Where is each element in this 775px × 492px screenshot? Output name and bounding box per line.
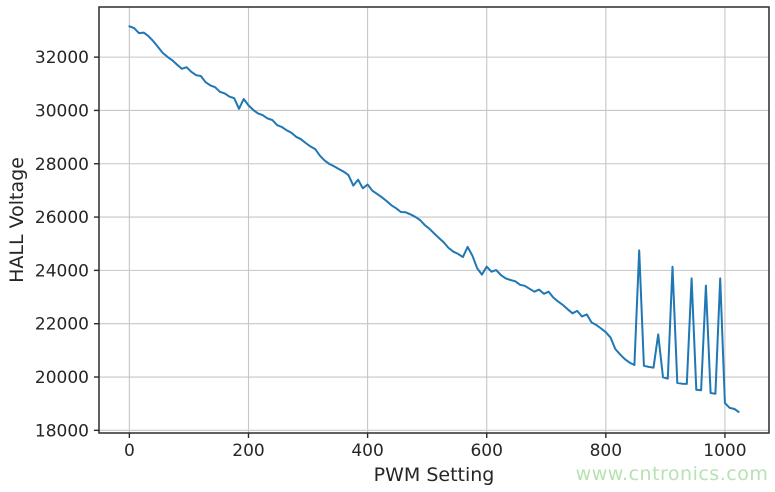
y-tick-label: 18000 [35,421,89,441]
y-tick-label: 22000 [35,315,89,335]
x-tick-label: 1000 [703,441,746,461]
y-tick-label: 20000 [35,368,89,388]
data-line [128,25,740,413]
plot-border [98,6,770,434]
x-tick-label: 200 [232,441,264,461]
y-axis-title: HALL Voltage [6,157,28,283]
y-tick-label: 28000 [35,155,89,175]
x-axis-title: PWM Setting [373,464,495,486]
x-tick-label: 600 [470,441,502,461]
x-tick-label: 800 [590,441,622,461]
x-tick-label: 400 [351,441,383,461]
y-tick-label: 24000 [35,261,89,281]
watermark-text: www.cntronics.com [575,463,769,485]
y-tick-label: 30000 [35,101,89,121]
y-tick-label: 26000 [35,208,89,228]
y-tick-label: 32000 [35,48,89,68]
x-tick-label: 0 [124,441,135,461]
